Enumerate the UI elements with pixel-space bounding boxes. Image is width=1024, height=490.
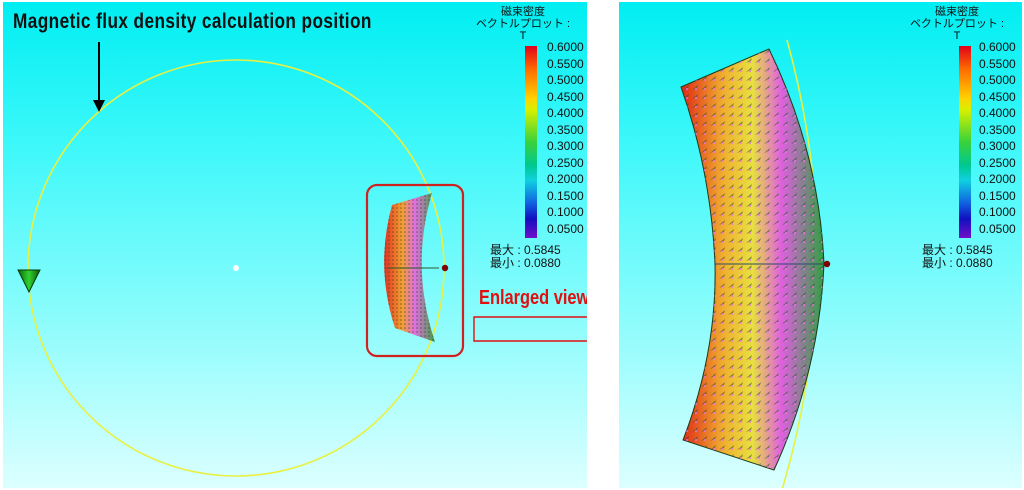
highlight-box [365, 183, 465, 358]
legend-min: 最小 : 0.0880 [490, 255, 561, 270]
tick-label: 0.6000 [547, 40, 584, 54]
tick-label: 0.4500 [979, 89, 1016, 104]
color-legend-left: 磁束密度 ベクトルプロット : T 0.6000 0.5500 0.5000 0… [473, 6, 584, 269]
tick-label: 0.5000 [979, 73, 1016, 87]
tick-label: 0.4000 [547, 106, 584, 120]
tick-label: 0.4000 [979, 106, 1016, 120]
legend-min: 最小 : 0.0880 [922, 255, 993, 270]
tick-label: 0.2500 [979, 155, 1016, 170]
enlarged-view-panel: 磁束密度 ベクトルプロット : T 0.6000 0.5500 0.5000 0… [619, 2, 1022, 488]
color-scale-bar [959, 46, 971, 238]
legend-max-min: 最大 : 0.5845 最小 : 0.0880 [490, 244, 561, 269]
full-view-panel: Magnetic flux density calculation positi… [3, 2, 587, 488]
tick-label: 0.1500 [979, 188, 1016, 203]
color-scale-bar [525, 46, 537, 238]
enlarged-view-label: Enlarged view [479, 287, 587, 309]
enlarged-view-arrow [473, 316, 587, 342]
tick-label: 0.2500 [547, 155, 584, 170]
tick-label: 0.1000 [547, 205, 584, 219]
tick-label: 0.0500 [547, 221, 584, 236]
tick-label: 0.5500 [547, 56, 584, 71]
magnet-segment-small [384, 193, 439, 342]
legend-title-line1: 磁束密度 [935, 6, 979, 18]
tick-label: 0.3500 [979, 122, 1016, 137]
pointer-arrow-head [93, 100, 105, 112]
tick-label: 0.0500 [979, 221, 1016, 236]
calculation-position-label: Magnetic flux density calculation positi… [13, 10, 372, 33]
tick-label: 0.3500 [547, 122, 584, 137]
tick-label: 0.5000 [547, 73, 584, 87]
legend-max: 最大 : 0.5845 [922, 243, 993, 257]
legend-ticks: 0.6000 0.5500 0.5000 0.4500 0.4000 0.350… [547, 39, 584, 237]
calculation-point [441, 264, 449, 272]
tick-label: 0.2000 [979, 172, 1016, 186]
center-point [233, 265, 239, 271]
full-view-graphics [17, 42, 587, 477]
tick-label: 0.1500 [547, 188, 584, 203]
origin-marker-icon [17, 269, 41, 294]
tick-label: 0.1000 [979, 205, 1016, 219]
legend-title-line2: ベクトルプロット : T [475, 18, 571, 42]
legend-title-line1: 磁束密度 [501, 6, 545, 18]
tick-label: 0.4500 [547, 89, 584, 104]
enlarged-view-graphics [680, 39, 831, 488]
tick-label: 0.5500 [979, 56, 1016, 71]
legend-ticks: 0.6000 0.5500 0.5000 0.4500 0.4000 0.350… [979, 39, 1016, 237]
calculation-point-enlarged [823, 260, 831, 268]
legend-title-line2: ベクトルプロット : T [909, 18, 1005, 42]
tick-label: 0.6000 [979, 40, 1016, 54]
legend-max-min: 最大 : 0.5845 最小 : 0.0880 [922, 244, 993, 269]
tick-label: 0.3000 [547, 139, 584, 153]
tick-label: 0.3000 [979, 139, 1016, 153]
color-legend-right: 磁束密度 ベクトルプロット : T 0.6000 0.5500 0.5000 0… [907, 6, 1016, 269]
tick-label: 0.2000 [547, 172, 584, 186]
legend-max: 最大 : 0.5845 [490, 243, 561, 257]
magnet-segment-enlarged [680, 48, 825, 471]
